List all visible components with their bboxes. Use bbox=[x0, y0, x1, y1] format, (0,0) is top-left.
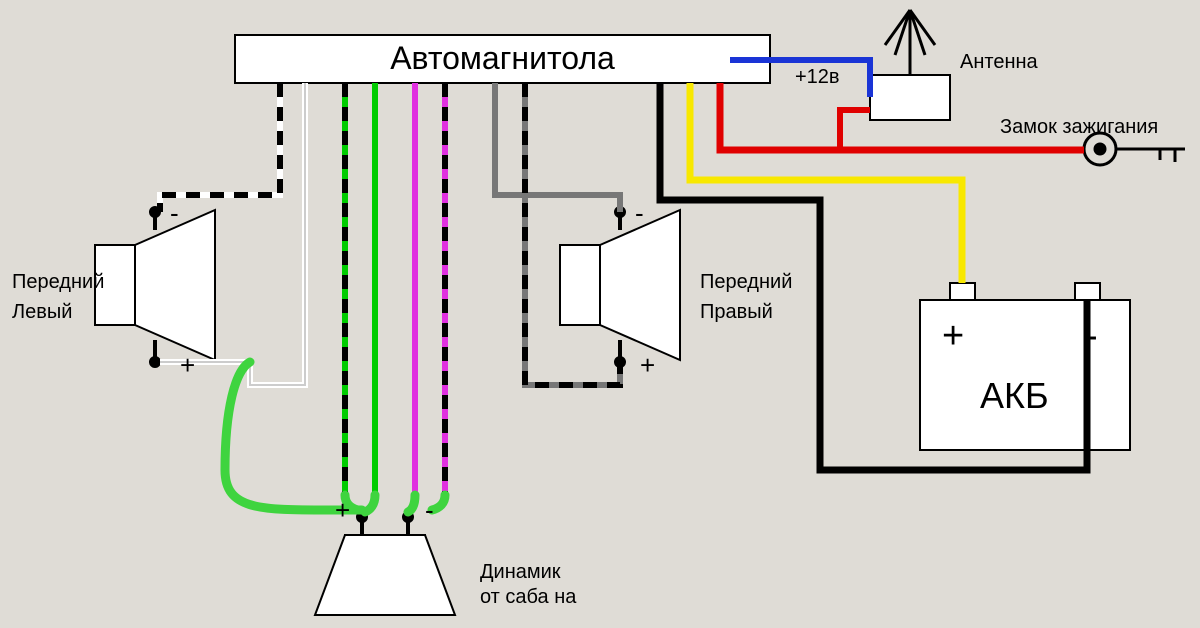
fl-minus-sign: - bbox=[170, 198, 179, 229]
sub-minus-sign: - bbox=[425, 495, 434, 526]
wire-fr-plus-dash bbox=[525, 83, 620, 385]
speaker-front-left bbox=[95, 207, 215, 367]
battery-label: АКБ bbox=[980, 375, 1049, 417]
wire-antenna-power-red bbox=[840, 110, 870, 150]
bat-minus-sign: - bbox=[1085, 315, 1098, 358]
speaker-front-right bbox=[560, 207, 680, 367]
fr-minus-sign: - bbox=[635, 198, 644, 229]
wire-hand-green-join-r2 bbox=[432, 495, 445, 510]
front-left-label-1: Передний bbox=[12, 270, 104, 294]
antenna-box bbox=[870, 75, 950, 120]
front-right-label-1: Передний bbox=[700, 270, 792, 294]
wiring-diagram bbox=[0, 0, 1200, 628]
ignition-label: Замок зажигания bbox=[1000, 115, 1158, 139]
plus12v-label: +12в bbox=[795, 65, 840, 89]
wire-hand-green-join-l bbox=[365, 495, 375, 512]
sub-plus-sign: + bbox=[335, 495, 350, 526]
fl-plus-sign: + bbox=[180, 350, 195, 381]
wire-fr-minus-gray bbox=[495, 83, 620, 212]
bat-plus-sign: + bbox=[942, 315, 964, 358]
antenna-icon bbox=[885, 10, 935, 75]
wire-hand-green-join-r bbox=[408, 495, 415, 512]
antenna-label: Антенна bbox=[960, 50, 1038, 74]
front-right-label-2: Правый bbox=[700, 300, 773, 324]
front-left-label-2: Левый bbox=[12, 300, 72, 324]
fr-plus-sign: + bbox=[640, 350, 655, 381]
sub-label-2: от саба на bbox=[480, 585, 576, 609]
battery-terminal-plus bbox=[950, 283, 975, 300]
wire-fr-plus-base bbox=[525, 83, 620, 385]
speaker-sub bbox=[315, 512, 455, 615]
battery-terminal-minus bbox=[1075, 283, 1100, 300]
head-unit-label: Автомагнитола bbox=[235, 40, 770, 77]
sub-label-1: Динамик bbox=[480, 560, 561, 584]
